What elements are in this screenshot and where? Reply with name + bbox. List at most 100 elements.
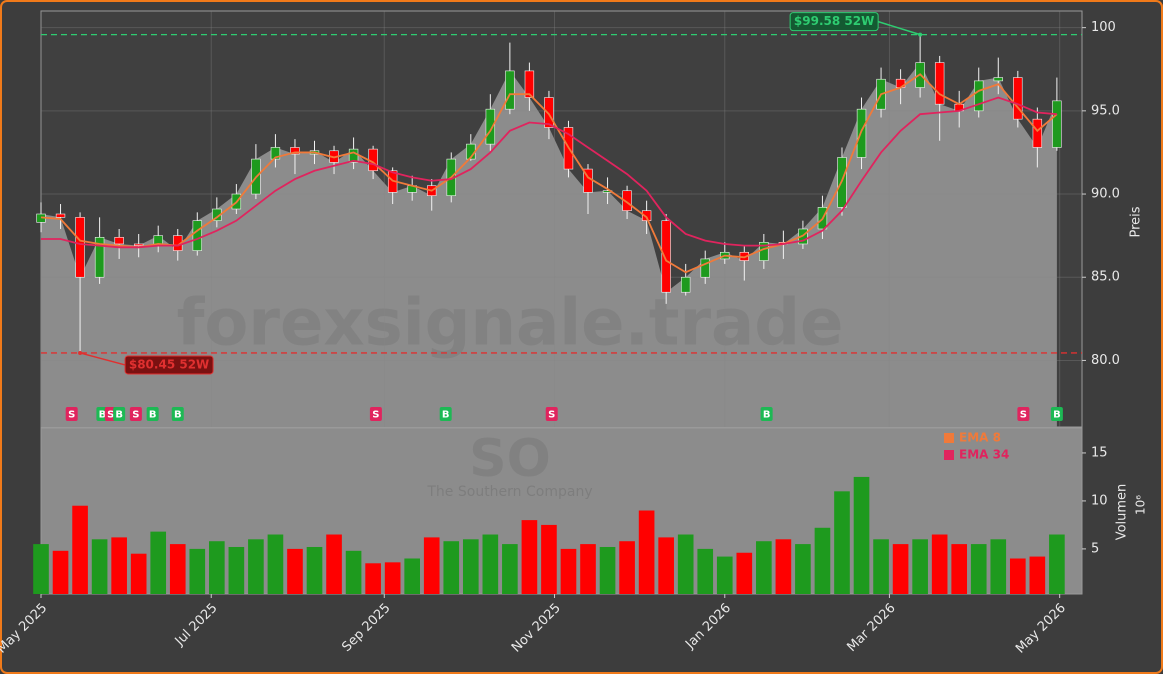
legend-label: EMA 8	[959, 431, 1001, 445]
ema-line	[40, 73, 1058, 274]
volume-bar	[384, 562, 401, 594]
volume-bar	[130, 553, 147, 594]
volume-bar	[775, 539, 792, 594]
candle-body	[55, 213, 66, 218]
annotation-box	[789, 12, 879, 32]
volume-bar	[736, 552, 753, 594]
price-area	[41, 62, 1057, 428]
signal-label: S	[107, 410, 114, 421]
volume-bar	[189, 548, 206, 594]
candle-body	[974, 80, 984, 112]
y2-tick-label: 5	[1091, 541, 1099, 556]
volume-bar	[834, 491, 850, 594]
candle-body	[348, 148, 359, 163]
volume-bar	[951, 544, 968, 594]
volume-bar	[756, 541, 772, 594]
candle-body	[133, 243, 144, 246]
volume-bar	[580, 544, 596, 594]
volume-bar	[267, 534, 284, 594]
candle-body	[661, 220, 671, 293]
volume-bar	[228, 546, 245, 594]
signal-label: B	[149, 410, 157, 421]
signal-label: S	[548, 410, 555, 421]
legend-swatch	[944, 450, 954, 460]
signal-label: S	[132, 410, 139, 421]
candle-body	[1032, 118, 1043, 148]
volume-bar	[853, 476, 870, 594]
volume-bar	[873, 539, 889, 594]
signal-label: S	[68, 410, 75, 421]
candle-body	[544, 97, 554, 128]
volume-bar	[677, 534, 694, 594]
signal-marker	[65, 407, 78, 421]
volume-bar	[638, 510, 655, 594]
volume-bar	[912, 539, 928, 594]
candle-body	[622, 190, 632, 211]
volume-bar	[365, 563, 381, 594]
symbol-watermark: SO	[469, 429, 551, 489]
signal-label: S	[372, 410, 379, 421]
y-tick-label: 85.0	[1091, 270, 1120, 285]
signal-marker	[129, 407, 142, 421]
annotation-box	[124, 355, 214, 375]
signal-label: B	[174, 410, 182, 421]
volume-bar	[814, 527, 831, 594]
candle-body	[1013, 77, 1023, 120]
volume-bar	[892, 544, 909, 594]
volume-bar	[716, 556, 733, 594]
signal-label: B	[1053, 410, 1061, 421]
volume-bar	[72, 505, 88, 594]
annotation-arrow	[877, 20, 921, 36]
candle-body	[270, 147, 281, 160]
y-tick-label: 100	[1091, 20, 1116, 35]
volume-bar	[521, 520, 538, 594]
signal-marker	[146, 407, 159, 421]
signal-marker	[545, 407, 558, 421]
candle-body	[934, 62, 945, 105]
volume-bar	[91, 539, 108, 594]
candle-body	[856, 108, 867, 158]
volume-bar	[697, 548, 714, 594]
y-tick-label: 80.0	[1091, 353, 1120, 368]
candle-body	[993, 77, 1003, 82]
signal-marker	[171, 407, 184, 421]
volume-bar	[306, 546, 323, 594]
volume-bar	[326, 534, 342, 594]
signal-label: B	[763, 410, 771, 421]
legend-swatch	[944, 433, 954, 443]
volume-bar	[287, 548, 303, 594]
volume-bar	[990, 539, 1007, 594]
y-tick-label: 90.0	[1091, 187, 1120, 202]
volume-bar	[1029, 556, 1046, 594]
candle-body	[700, 258, 710, 278]
signal-label: B	[99, 410, 107, 421]
y2-scale-label: 10⁶	[1134, 495, 1148, 515]
volume-bar	[795, 544, 811, 594]
signal-marker	[760, 407, 773, 421]
candle-body	[524, 70, 535, 98]
volume-bar	[599, 546, 616, 594]
annotation-label: $99.58 52W	[794, 14, 874, 28]
signal-marker	[1017, 407, 1030, 421]
volume-bar	[443, 541, 460, 594]
volume-bar	[541, 524, 557, 594]
candle-body	[485, 108, 496, 145]
volume-bar	[404, 558, 421, 594]
annotation-label: $80.45 52W	[129, 357, 209, 371]
volume-bar	[423, 537, 440, 594]
company-watermark: The Southern Company	[426, 484, 592, 500]
volume-bar	[209, 541, 225, 594]
ema-line	[41, 96, 1057, 249]
y2-axis-label: Volumen	[1115, 484, 1130, 541]
candle-body	[75, 217, 85, 278]
signal-label: S	[1020, 410, 1027, 421]
candle-body	[290, 147, 300, 155]
signal-marker	[439, 407, 452, 421]
legend-label: EMA 34	[959, 448, 1009, 462]
candle-body	[1052, 100, 1062, 148]
annotation-point	[918, 32, 923, 37]
signal-label: B	[115, 410, 123, 421]
